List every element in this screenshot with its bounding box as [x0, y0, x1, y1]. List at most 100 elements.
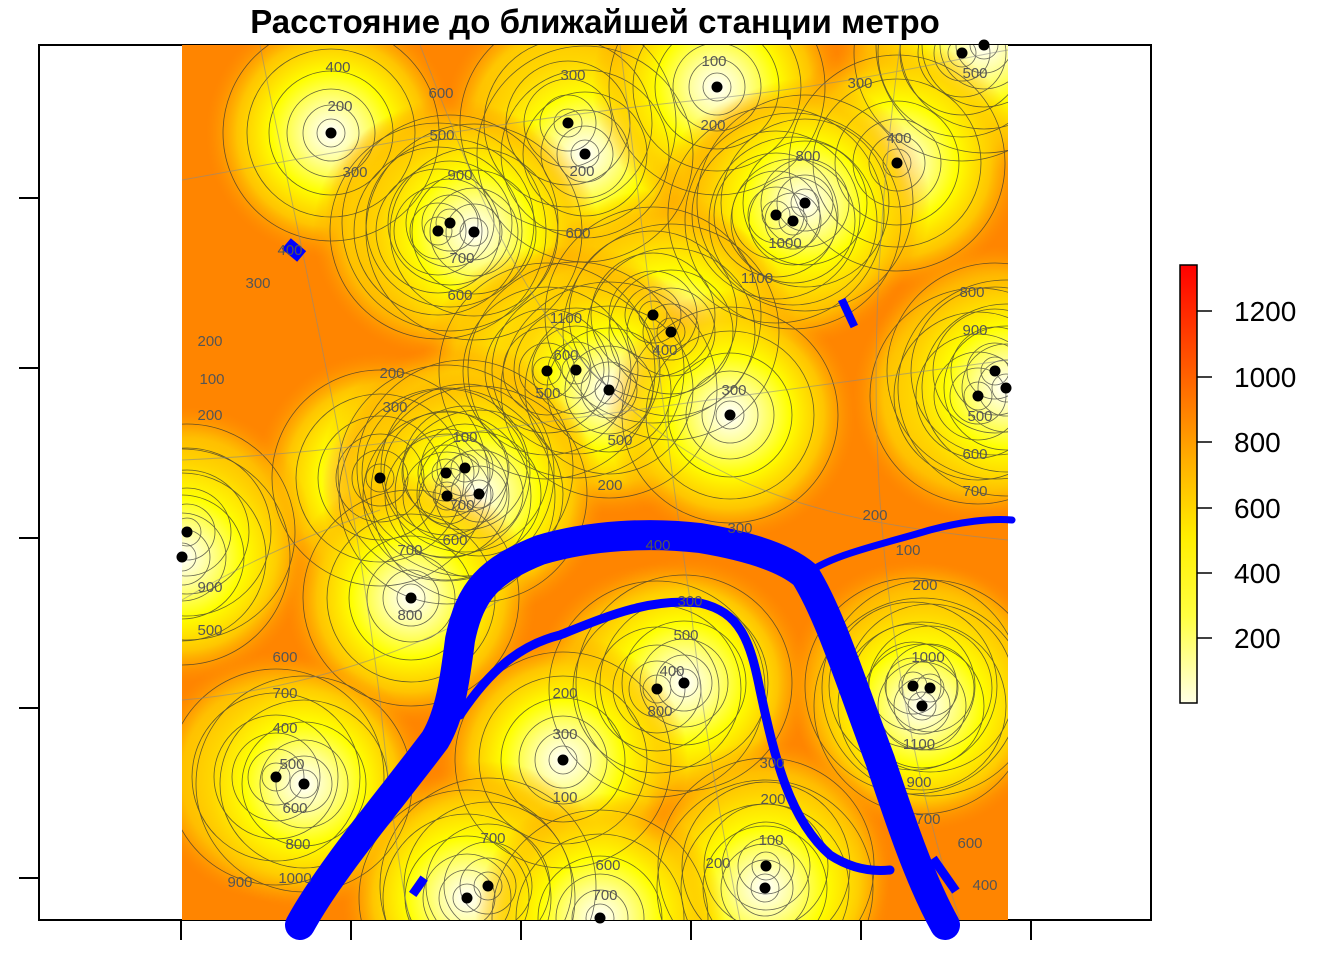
contour-label: 600: [272, 649, 297, 666]
metro-station-dot: [1000, 382, 1012, 394]
metro-station-dot: [759, 882, 771, 894]
pond: [408, 875, 428, 898]
contour-label: 1000: [278, 870, 311, 887]
map-title: Расстояние до ближайшей станции метро: [250, 3, 940, 40]
contour-label: 400: [645, 537, 670, 554]
legend-tick-label: 400: [1234, 558, 1281, 589]
contour-label: 700: [397, 542, 422, 559]
contour-label: 600: [565, 225, 590, 242]
metro-station-dot: [799, 197, 811, 209]
contour-label: 300: [759, 755, 784, 772]
contour-label: 200: [862, 507, 887, 524]
metro-station-dot: [770, 209, 782, 221]
contour-label: 600: [447, 287, 472, 304]
contour-label: 1100: [741, 270, 773, 287]
metro-station-dot: [461, 892, 473, 904]
metro-station-dot: [405, 592, 417, 604]
contour-label: 500: [429, 127, 454, 144]
contour-label: 1100: [550, 310, 582, 327]
legend-colorbar: [1179, 264, 1198, 704]
metro-station-dot: [176, 551, 188, 563]
metro-station-dot: [678, 677, 690, 689]
pond: [838, 297, 858, 329]
metro-station-dot: [651, 683, 663, 695]
contour-label: 200: [760, 791, 785, 808]
metro-station-dot: [665, 326, 677, 338]
contour-label: 600: [553, 347, 578, 364]
contour-label: 400: [659, 663, 684, 680]
contour-label: 200: [379, 365, 404, 382]
contour-label: 200: [700, 117, 725, 134]
contour-label: 400: [886, 130, 911, 147]
legend-tick-label: 800: [1234, 427, 1281, 458]
contour-label: 300: [245, 275, 270, 292]
contour-label: 400: [277, 242, 302, 259]
metro-station-dot: [724, 409, 736, 421]
metro-station-dot: [557, 754, 569, 766]
contour-label: 800: [795, 148, 820, 165]
contour-label: 300: [560, 67, 585, 84]
metro-station-dot: [374, 472, 386, 484]
contour-label: 100: [552, 789, 577, 806]
ponds: [281, 238, 960, 898]
metro-station-dot: [647, 309, 659, 321]
river: [285, 516, 1016, 940]
legend-tick-label: 600: [1234, 493, 1281, 524]
metro-station-dot: [760, 860, 772, 872]
metro-station-dot: [956, 47, 968, 59]
contour-label: 200: [197, 407, 222, 424]
metro-station-dot: [594, 912, 606, 924]
contour-label: 500: [673, 627, 698, 644]
contour-label: 300: [847, 75, 872, 92]
distance-raster: [182, 45, 1008, 920]
metro-station-dot: [972, 390, 984, 402]
metro-station-dot: [924, 682, 936, 694]
contour-label: 900: [197, 579, 222, 596]
contour-label: 700: [449, 250, 474, 267]
contour-label: 1100: [903, 736, 935, 753]
contour-label: 800: [647, 703, 672, 720]
metro-station-dot: [570, 364, 582, 376]
metro-station-dot: [603, 384, 615, 396]
contour-label: 600: [957, 835, 982, 852]
metro-station-dot: [441, 490, 453, 502]
contour-label: 500: [962, 65, 987, 82]
contour-label: 400: [652, 342, 677, 359]
metro-station-dot: [325, 127, 337, 139]
contour-label: 700: [449, 497, 474, 514]
contour-label: 300: [382, 399, 407, 416]
contour-label: 600: [282, 800, 307, 817]
metro-station-dot: [473, 488, 485, 500]
contour-label: 700: [962, 483, 987, 500]
metro-station-dot: [298, 778, 310, 790]
metro-station-dot: [432, 225, 444, 237]
metro-station-dot: [711, 81, 723, 93]
metro-station-dot: [181, 526, 193, 538]
contour-label: 100: [199, 371, 224, 388]
contour-label: 1000: [911, 649, 944, 666]
metro-station-dot: [270, 771, 282, 783]
metro-station-dot: [482, 880, 494, 892]
contour-label: 900: [227, 874, 252, 891]
metro-station-dot: [440, 467, 452, 479]
contour-label: 400: [972, 877, 997, 894]
metro-station-dot: [916, 700, 928, 712]
contour-label: 200: [327, 98, 352, 115]
contour-label: 400: [272, 720, 297, 737]
metro-stations: [176, 39, 1012, 924]
contour-label: 700: [592, 887, 617, 904]
contour-label: 300: [677, 593, 702, 610]
contour-label: 100: [452, 429, 477, 446]
river-main-channel: [285, 520, 960, 940]
contour-label: 900: [447, 167, 472, 184]
contour-label: 500: [535, 385, 560, 402]
contour-label: 500: [607, 432, 632, 449]
metro-station-dot: [907, 680, 919, 692]
metro-station-dot: [978, 39, 990, 51]
contour-label: 700: [915, 811, 940, 828]
contour-label: 600: [442, 532, 467, 549]
metro-station-dot: [444, 217, 456, 229]
contour-label: 300: [727, 520, 752, 537]
contour-label: 600: [962, 446, 987, 463]
